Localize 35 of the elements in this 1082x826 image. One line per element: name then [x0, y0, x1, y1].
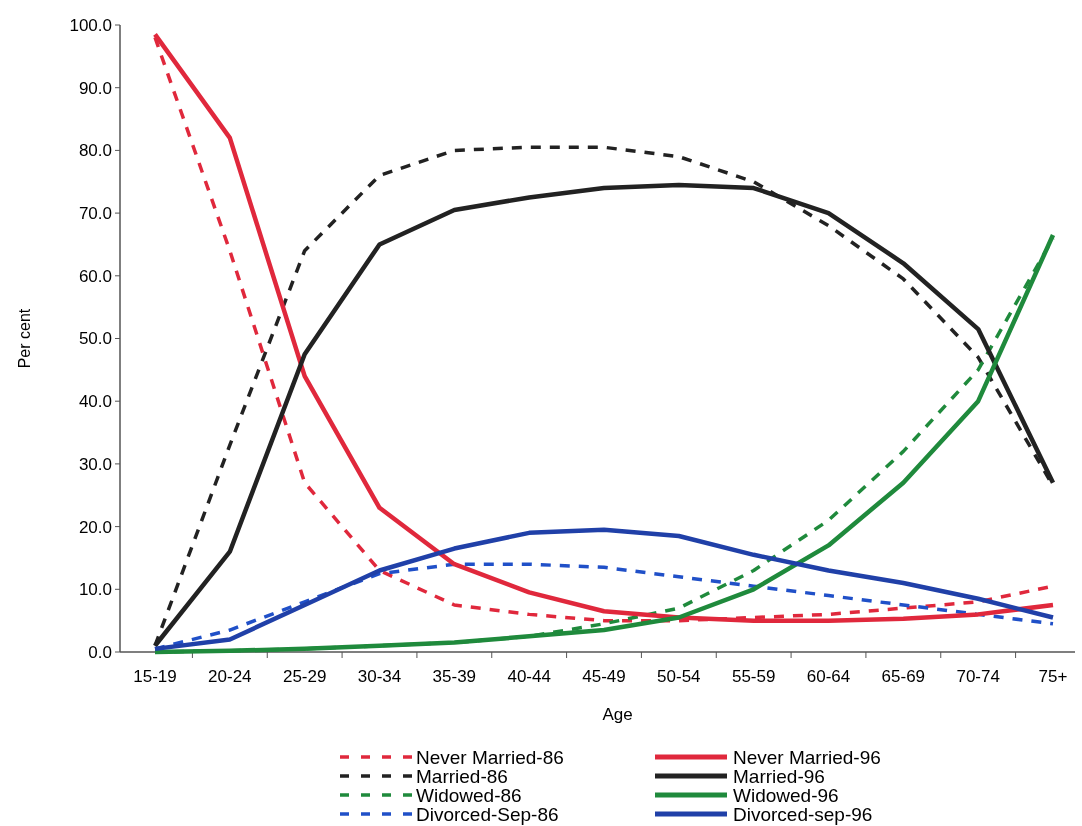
legend-label: Widowed-86 [416, 784, 522, 806]
x-tick-label: 65-69 [881, 667, 926, 686]
x-tick-label: 35-39 [432, 667, 477, 686]
y-tick-label: 50.0 [78, 329, 112, 349]
line-series [152, 527, 1056, 652]
y-tick-label: 40.0 [78, 392, 112, 412]
x-tick-label: 25-29 [282, 667, 327, 686]
x-tick-label: 50-54 [657, 667, 701, 686]
x-tick-label: 70-74 [956, 667, 1000, 686]
y-tick-label: 90.0 [78, 78, 112, 98]
x-tick-label: 75+ [1038, 667, 1068, 686]
y-tick-label: 30.0 [78, 454, 112, 474]
legend-label: Married-86 [416, 765, 508, 787]
legend-label: Divorced-Sep-86 [416, 803, 559, 825]
x-tick-label: 45-49 [582, 667, 626, 686]
y-tick-label: 20.0 [78, 517, 112, 537]
y-tick-label: 0.0 [88, 642, 112, 662]
y-tick-label: 100.0 [69, 15, 112, 35]
x-tick-label: 40-44 [507, 667, 551, 686]
x-tick-label: 55-59 [731, 667, 776, 686]
x-axis-title: Age [602, 705, 633, 724]
legend-label: Married-96 [733, 765, 825, 787]
x-tick-label: 15-19 [133, 667, 177, 686]
y-axis-title: Per cent [16, 308, 33, 369]
x-tick-label: 30-34 [357, 667, 402, 686]
y-tick-label: 80.0 [78, 141, 112, 161]
x-tick-label: 20-24 [208, 667, 252, 686]
y-tick-label: 60.0 [78, 266, 112, 286]
legend-label: Divorced-sep-96 [733, 803, 873, 825]
legend-label: Never Married-96 [733, 746, 881, 768]
legend-label: Never Married-86 [416, 746, 564, 768]
legend-label: Widowed-96 [733, 784, 839, 806]
x-tick-label: 60-64 [806, 667, 851, 686]
y-tick-label: 10.0 [78, 580, 112, 600]
y-tick-label: 70.0 [78, 204, 112, 224]
